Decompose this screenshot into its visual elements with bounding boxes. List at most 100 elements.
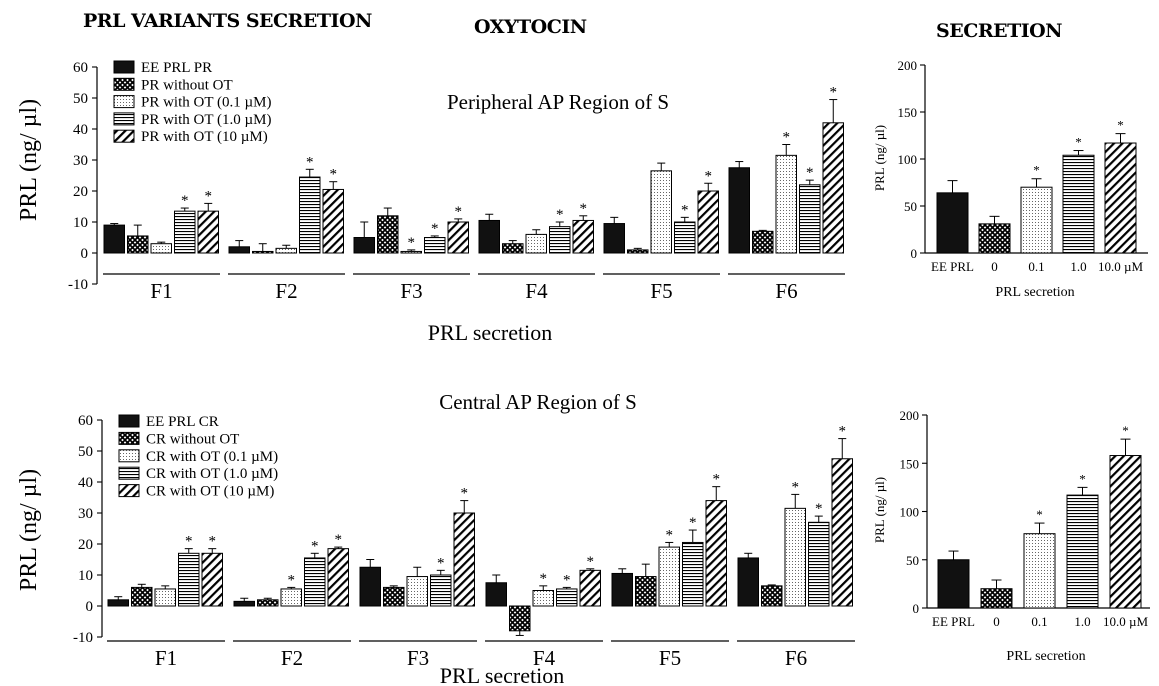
bar-diag (697, 190, 719, 254)
significance-star: * (689, 515, 697, 531)
significance-star: * (1033, 163, 1040, 178)
bar-solid (611, 572, 633, 607)
bar-diag (201, 552, 223, 607)
y-tick-label: 200 (898, 58, 918, 73)
category-label: EE PRL (932, 614, 975, 629)
x-axis-label: PRL secretion (428, 320, 552, 345)
legend-label: PR without OT (141, 77, 233, 93)
bar-solid (103, 224, 125, 254)
category-label: 0.1 (1031, 614, 1047, 629)
bar-dots (525, 233, 547, 254)
significance-star: * (335, 532, 343, 548)
category-label: F4 (533, 646, 556, 670)
legend-swatch-solid (118, 414, 140, 428)
bar-solid (728, 167, 750, 254)
significance-star: * (185, 534, 193, 550)
bar-diag (447, 221, 469, 254)
significance-star: * (666, 527, 674, 543)
y-tick-label: 0 (913, 601, 920, 616)
legend-label: PR with OT (1.0 µM) (141, 112, 271, 128)
y-tick-label: 100 (900, 505, 920, 520)
y-tick-label: 50 (906, 553, 919, 568)
y-tick-label: 50 (78, 444, 93, 460)
significance-star: * (1079, 471, 1086, 486)
y-tick-label: 10 (73, 215, 88, 231)
significance-star: * (783, 130, 791, 146)
bar-diag (831, 458, 853, 607)
bar-diag (822, 122, 844, 254)
heading-oxytocin: OXYTOCIN (474, 16, 587, 38)
legend-swatch-dots (113, 95, 135, 109)
y-axis-label: PRL (ng/ µl) (872, 125, 887, 191)
bar-dots (1023, 533, 1056, 609)
bar-checker (252, 250, 274, 254)
x-axis-label: PRL secretion (1006, 649, 1085, 664)
bar-dots (658, 546, 680, 607)
legend-swatch-solid (113, 60, 135, 74)
bar-hlines (299, 176, 321, 254)
bar-hlines (556, 588, 578, 607)
significance-star: * (311, 538, 319, 554)
central-summary-chart: 0 50 100 150 200 PRL (ng/ µl) PRL secretion EE … (872, 408, 1150, 664)
bar-diag (1109, 455, 1142, 609)
legend-label: EE PRL PR (141, 60, 212, 76)
bar-diag (197, 210, 219, 254)
significance-star: * (455, 204, 463, 220)
bar-dots (784, 507, 806, 607)
category-label: F1 (150, 279, 172, 303)
bar-solid (228, 246, 250, 254)
category-label: F3 (400, 279, 422, 303)
bar-hlines (178, 552, 200, 607)
central-region-chart: -10 0 10 20 30 40 50 60 PRL (ng/ µl) Central AP R… (16, 390, 855, 686)
bar-checker (980, 588, 1013, 609)
significance-star: * (408, 235, 416, 251)
bar-solid (737, 557, 759, 607)
bar-solid (107, 599, 129, 607)
bar-checker (502, 243, 524, 254)
y-tick-label: 50 (73, 91, 88, 107)
category-label: F2 (275, 279, 297, 303)
chart-title: Peripheral AP Region of S (447, 90, 669, 114)
bar-diag (705, 500, 727, 607)
y-tick-label: 60 (73, 60, 88, 76)
x-axis-label: PRL secretion (995, 285, 1074, 300)
bar-checker (752, 230, 774, 254)
bar-diag (1104, 142, 1137, 254)
y-tick-label: 150 (900, 456, 920, 471)
legend-swatch-dots (118, 449, 140, 463)
bar-solid (603, 223, 625, 254)
category-label: F1 (155, 646, 177, 670)
y-tick-label: 30 (78, 506, 93, 522)
y-tick-label: 200 (900, 408, 920, 423)
bar-solid (485, 582, 507, 607)
legend-swatch-diag (118, 484, 140, 498)
y-tick-label: 40 (73, 122, 88, 138)
category-label: 10.0 µM (1103, 614, 1148, 629)
significance-star: * (205, 188, 213, 204)
bar-hlines (430, 574, 452, 607)
bar-hlines (682, 541, 704, 607)
category-label: F2 (281, 646, 303, 670)
significance-star: * (288, 572, 296, 588)
bar-checker (635, 576, 657, 607)
y-tick-label: 0 (81, 246, 89, 262)
peripheral-region-chart: -10 0 10 20 30 40 50 60 PRL (ng/ µl) Peripheral A… (16, 60, 845, 345)
significance-star: * (437, 555, 445, 571)
bar-solid (353, 237, 375, 254)
bar-checker (127, 235, 149, 254)
legend-label: CR with OT (0.1 µM) (146, 449, 278, 465)
bar-diag (453, 512, 475, 607)
chart-title: Central AP Region of S (439, 390, 637, 414)
y-tick-label: 30 (73, 153, 88, 169)
significance-star: * (839, 424, 847, 440)
category-label: F6 (785, 646, 807, 670)
peripheral-summary-chart: 0 50 100 150 200 PRL (ng/ µl) PRL secretion EE … (872, 58, 1148, 300)
y-tick-label: 100 (898, 152, 918, 167)
bar-dots (150, 243, 172, 254)
y-tick-label: -10 (73, 630, 93, 646)
bar-hlines (1062, 154, 1095, 254)
category-label: 0 (991, 259, 998, 274)
significance-star: * (556, 207, 564, 223)
bar-checker (627, 249, 649, 254)
